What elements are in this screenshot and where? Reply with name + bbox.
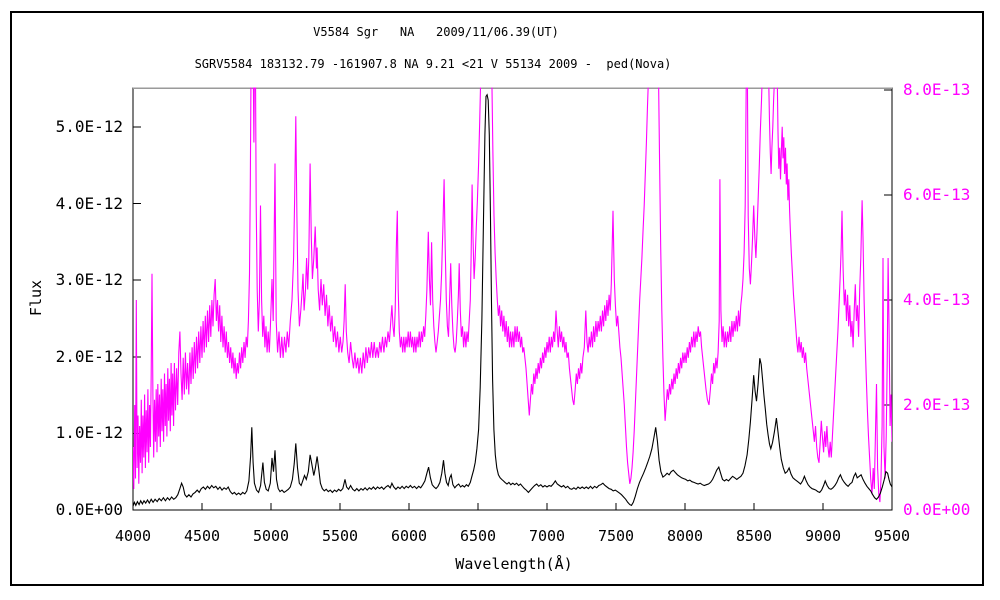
y-left-tick-label: 1.0E-12 bbox=[55, 423, 123, 443]
x-tick-label: 9500 bbox=[873, 527, 911, 545]
plot-subtitle: SGRV5584 183132.79 -161907.8 NA 9.21 <21… bbox=[194, 57, 672, 71]
x-tick-label: 7500 bbox=[597, 527, 635, 545]
scaled-spectrum-line bbox=[133, 87, 892, 503]
y-left-tick-label: 0.0E+00 bbox=[55, 500, 123, 519]
y-left-tick-label: 5.0E-12 bbox=[55, 117, 123, 136]
flux-spectrum-line bbox=[133, 93, 892, 507]
x-tick-label: 4500 bbox=[183, 527, 221, 545]
x-tick-label: 4000 bbox=[114, 527, 152, 545]
y-right-tick-label: 2.0E-13 bbox=[903, 395, 971, 414]
x-tick-label: 8500 bbox=[735, 527, 773, 545]
y-left-tick-label: 4.0E-12 bbox=[55, 193, 123, 213]
x-tick-label: 9000 bbox=[804, 527, 842, 545]
x-axis-label-wavelength: Wavelength(Å) bbox=[455, 555, 573, 573]
figure-border bbox=[10, 11, 984, 586]
y-left-tick-label: 3.0E-12 bbox=[55, 270, 123, 290]
y-left-tick-label: 2.0E-12 bbox=[55, 346, 123, 366]
x-tick-label: 6500 bbox=[459, 527, 497, 545]
y-right-tick-label: 0.0E+00 bbox=[903, 500, 971, 519]
y-right-tick-label: 4.0E-13 bbox=[903, 290, 971, 309]
y-right-tick-label: 6.0E-13 bbox=[903, 185, 971, 204]
y-right-tick-label: 8.0E-13 bbox=[903, 80, 971, 99]
x-tick-label: 5000 bbox=[252, 527, 290, 545]
x-tick-label: 8000 bbox=[666, 527, 704, 545]
x-tick-label: 6000 bbox=[390, 527, 428, 545]
x-tick-label: 5500 bbox=[321, 527, 359, 545]
plot-title: V5584 Sgr NA 2009/11/06.39(UT) bbox=[313, 25, 559, 39]
x-tick-label: 7000 bbox=[528, 527, 566, 545]
